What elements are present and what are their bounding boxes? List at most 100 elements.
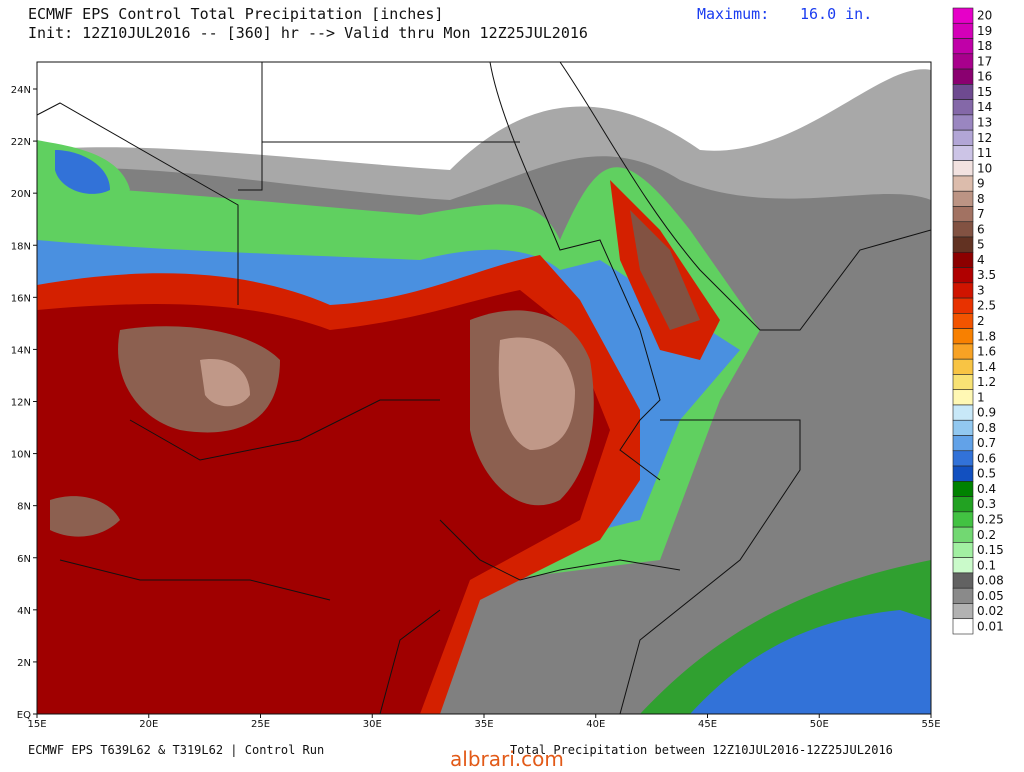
lat-label: 2N: [17, 658, 31, 669]
lon-label: 25E: [251, 719, 270, 730]
colorbar-label: 1.2: [977, 375, 996, 389]
colorbar-label: 0.2: [977, 528, 996, 542]
colorbar-label: 4: [977, 253, 985, 267]
colorbar-swatch: [952, 358, 974, 375]
colorbar-swatch: [952, 557, 974, 574]
colorbar-swatch: [952, 190, 974, 207]
lon-label: 15E: [27, 719, 46, 730]
colorbar-swatch: [952, 38, 974, 55]
colorbar-swatch: [952, 465, 974, 482]
colorbar-label: 3.5: [977, 268, 996, 282]
colorbar-label: 12: [977, 131, 992, 145]
lon-label: 55E: [921, 719, 940, 730]
colorbar-swatch: [952, 236, 974, 253]
colorbar-swatch: [952, 435, 974, 452]
colorbar-swatch: [952, 114, 974, 131]
title: ECMWF EPS Control Total Precipitation [i…: [28, 5, 443, 23]
colorbar-swatch: [952, 145, 974, 161]
lat-label: 22N: [11, 137, 31, 148]
colorbar-label: 19: [977, 24, 992, 38]
colorbar-label: 2.5: [977, 299, 996, 313]
colorbar-swatch: [952, 282, 974, 299]
colorbar-label: 1.6: [977, 345, 996, 359]
lat-label: 16N: [11, 293, 31, 304]
colorbar-swatch: [952, 572, 974, 589]
footer-right: Total Precipitation between 12Z10JUL2016…: [510, 743, 893, 757]
colorbar-swatch: [952, 603, 974, 620]
colorbar-label: 14: [977, 100, 992, 114]
lat-label: 6N: [17, 554, 31, 565]
colorbar-label: 0.5: [977, 467, 996, 481]
colorbar-label: 0.7: [977, 436, 996, 450]
colorbar-label: 18: [977, 39, 992, 53]
colorbar-swatch: [952, 99, 974, 116]
colorbar-swatch: [952, 511, 974, 528]
colorbar-label: 17: [977, 54, 992, 68]
colorbar-swatch: [952, 267, 974, 284]
maximum-value: 16.0 in.: [800, 5, 872, 23]
colorbar-label: 0.9: [977, 406, 996, 420]
colorbar-swatch: [952, 374, 974, 391]
colorbar-swatch: [952, 313, 974, 329]
header: ECMWF EPS Control Total Precipitation [i…: [28, 5, 872, 42]
lon-label: 45E: [698, 719, 717, 730]
colorbar-label: 1.8: [977, 329, 996, 343]
lat-label: 14N: [11, 345, 31, 356]
lon-label: 40E: [586, 719, 605, 730]
lat-label: 4N: [17, 606, 31, 617]
colorbar-label: 2: [977, 314, 985, 328]
colorbar-swatch: [952, 404, 974, 421]
colorbar-swatch: [952, 129, 974, 146]
colorbar-swatch: [952, 542, 974, 558]
lat-label: 18N: [11, 241, 31, 252]
colorbar-label: 15: [977, 85, 992, 99]
colorbar-label: 6: [977, 222, 985, 236]
colorbar-swatch: [952, 68, 974, 85]
colorbar-swatch: [952, 22, 974, 39]
colorbar-label: 9: [977, 177, 985, 191]
maximum-label: Maximum:: [697, 5, 769, 23]
footer-left: ECMWF EPS T639L62 & T319L62 | Control Ru…: [28, 743, 324, 757]
colorbar-label: 0.08: [977, 574, 1004, 588]
colorbar-swatch: [952, 481, 974, 497]
colorbar-swatch: [952, 419, 974, 436]
colorbar-swatch: [952, 328, 974, 345]
colorbar-swatch: [952, 496, 974, 513]
colorbar-label: 1: [977, 390, 985, 404]
precip-field: [37, 62, 931, 714]
colorbar-swatch: [952, 343, 974, 360]
lat-label: EQ: [17, 710, 31, 721]
colorbar-swatch: [952, 206, 974, 223]
colorbar-label: 0.1: [977, 558, 996, 572]
colorbar-label: 0.3: [977, 497, 996, 511]
colorbar-swatch: [952, 53, 974, 70]
colorbar-swatch: [952, 175, 974, 192]
colorbar-label: 11: [977, 146, 992, 160]
colorbar-swatch: [952, 587, 974, 604]
lat-label: 12N: [11, 398, 31, 409]
colorbar-label: 0.6: [977, 451, 996, 465]
colorbar-label: 0.8: [977, 421, 996, 435]
lon-label: 30E: [363, 719, 382, 730]
colorbar-label: 13: [977, 116, 992, 130]
colorbar-swatch: [952, 7, 974, 24]
colorbar-label: 5: [977, 238, 985, 252]
colorbar-label: 0.02: [977, 604, 1004, 618]
colorbar-label: 20: [977, 9, 992, 23]
colorbar-swatch: [952, 251, 974, 268]
colorbar-swatch: [952, 84, 974, 100]
colorbar-label: 0.05: [977, 589, 1004, 603]
lat-label: 24N: [11, 85, 31, 96]
lon-label: 35E: [474, 719, 493, 730]
lat-label: 10N: [11, 450, 31, 461]
lon-label: 20E: [139, 719, 158, 730]
colorbar-label: 1.4: [977, 360, 996, 374]
colorbar-label: 0.25: [977, 512, 1004, 526]
colorbar-label: 0.01: [977, 619, 1004, 633]
colorbar-swatch: [952, 618, 974, 635]
colorbar-label: 10: [977, 161, 992, 175]
lon-label: 50E: [810, 719, 829, 730]
